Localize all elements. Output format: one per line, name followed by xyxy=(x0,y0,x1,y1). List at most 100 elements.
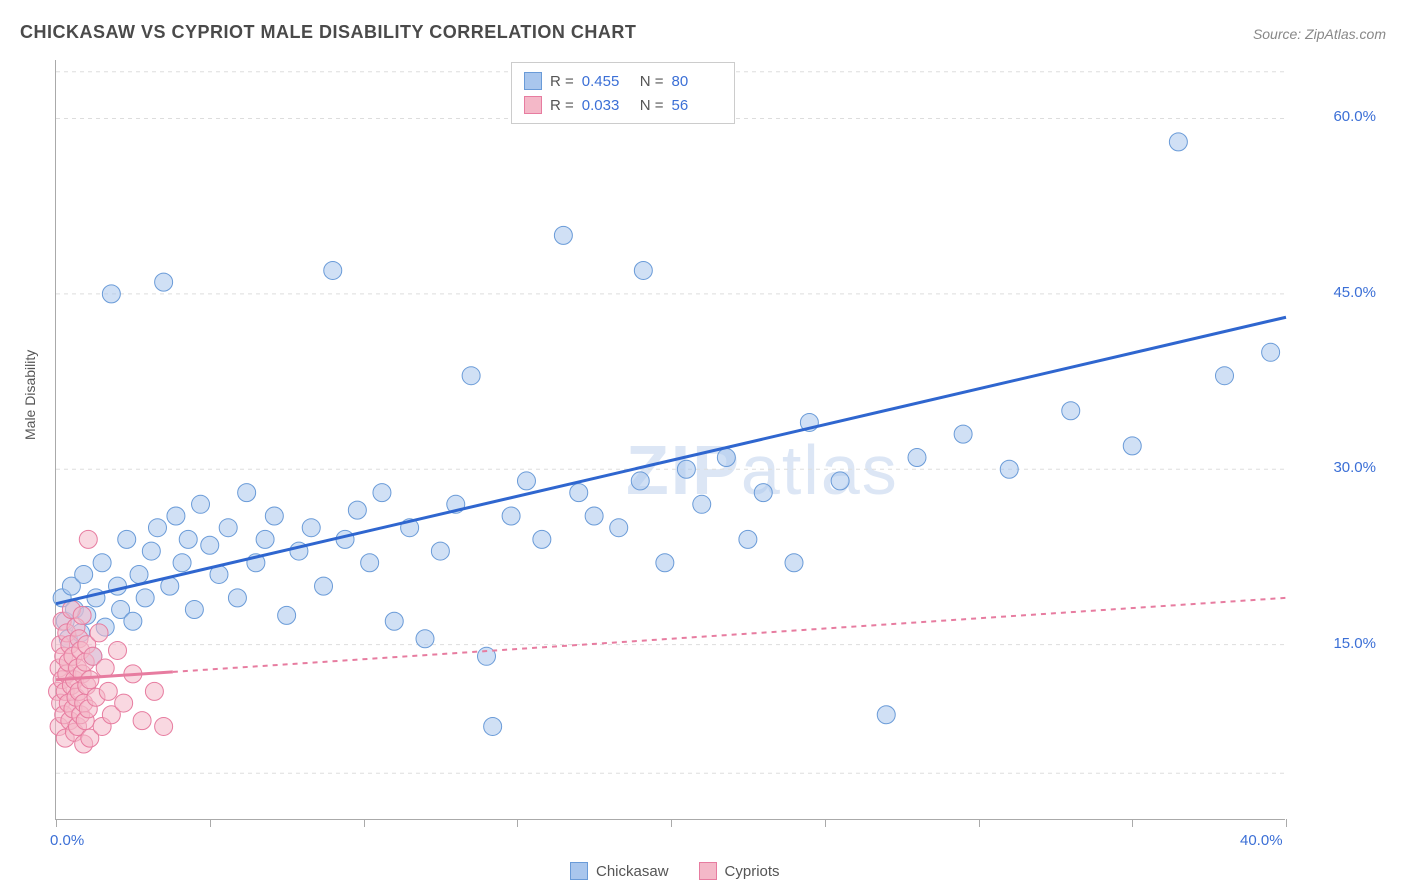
scatter-point xyxy=(81,671,99,689)
scatter-point xyxy=(831,472,849,490)
scatter-point xyxy=(173,554,191,572)
scatter-point xyxy=(130,565,148,583)
x-tick xyxy=(517,819,518,827)
scatter-point xyxy=(109,577,127,595)
scatter-point xyxy=(877,706,895,724)
y-axis-label: Male Disability xyxy=(22,350,38,440)
scatter-point xyxy=(570,484,588,502)
scatter-point xyxy=(348,501,366,519)
scatter-point xyxy=(136,589,154,607)
scatter-point xyxy=(201,536,219,554)
chart-title: CHICKASAW VS CYPRIOT MALE DISABILITY COR… xyxy=(20,22,636,43)
plot-svg xyxy=(56,60,1286,820)
scatter-point xyxy=(1062,402,1080,420)
scatter-point xyxy=(1216,367,1234,385)
source-attribution: Source: ZipAtlas.com xyxy=(1253,26,1386,42)
scatter-point xyxy=(656,554,674,572)
legend-row: R =0.033N =56 xyxy=(524,93,722,117)
scatter-point xyxy=(502,507,520,525)
scatter-point xyxy=(373,484,391,502)
scatter-point xyxy=(517,472,535,490)
scatter-point xyxy=(99,682,117,700)
legend-swatch xyxy=(524,96,542,114)
legend-r-label: R = xyxy=(550,73,574,90)
scatter-point xyxy=(462,367,480,385)
scatter-point xyxy=(585,507,603,525)
scatter-point xyxy=(155,717,173,735)
y-tick-label: 60.0% xyxy=(1333,108,1376,125)
legend-n-value: 80 xyxy=(672,73,722,90)
scatter-point xyxy=(634,261,652,279)
scatter-point xyxy=(677,460,695,478)
legend-r-value: 0.455 xyxy=(582,73,632,90)
y-tick-label: 45.0% xyxy=(1333,284,1376,301)
scatter-point xyxy=(431,542,449,560)
scatter-point xyxy=(133,712,151,730)
y-tick-label: 30.0% xyxy=(1333,459,1376,476)
correlation-legend: R =0.455N =80R =0.033N =56 xyxy=(511,62,735,124)
scatter-point xyxy=(954,425,972,443)
scatter-point xyxy=(124,612,142,630)
scatter-point xyxy=(1262,343,1280,361)
scatter-point xyxy=(155,273,173,291)
series-legend: Chickasaw Cypriots xyxy=(570,862,780,880)
legend-item: Cypriots xyxy=(699,862,780,880)
legend-item: Chickasaw xyxy=(570,862,669,880)
x-tick xyxy=(210,819,211,827)
legend-swatch xyxy=(524,72,542,90)
legend-label: Chickasaw xyxy=(596,863,669,880)
scatter-point xyxy=(717,449,735,467)
scatter-point xyxy=(416,630,434,648)
scatter-point xyxy=(142,542,160,560)
x-tick-label: 0.0% xyxy=(50,832,84,849)
scatter-point xyxy=(336,530,354,548)
scatter-point xyxy=(228,589,246,607)
scatter-point xyxy=(73,606,91,624)
legend-n-label: N = xyxy=(640,97,664,114)
scatter-point xyxy=(96,659,114,677)
legend-r-label: R = xyxy=(550,97,574,114)
legend-swatch xyxy=(699,862,717,880)
scatter-point xyxy=(219,519,237,537)
scatter-point xyxy=(192,495,210,513)
scatter-point xyxy=(79,530,97,548)
x-tick-label: 40.0% xyxy=(1240,832,1283,849)
scatter-point xyxy=(1169,133,1187,151)
scatter-point xyxy=(324,261,342,279)
scatter-point xyxy=(361,554,379,572)
scatter-point xyxy=(278,606,296,624)
scatter-point xyxy=(179,530,197,548)
scatter-point xyxy=(739,530,757,548)
scatter-point xyxy=(693,495,711,513)
scatter-point xyxy=(109,641,127,659)
x-tick xyxy=(979,819,980,827)
scatter-point xyxy=(533,530,551,548)
scatter-point xyxy=(118,530,136,548)
scatter-point xyxy=(385,612,403,630)
scatter-point xyxy=(90,624,108,642)
legend-swatch xyxy=(570,862,588,880)
x-tick xyxy=(671,819,672,827)
scatter-point xyxy=(785,554,803,572)
scatter-point xyxy=(315,577,333,595)
scatter-point xyxy=(167,507,185,525)
x-tick xyxy=(364,819,365,827)
y-tick-label: 15.0% xyxy=(1333,635,1376,652)
scatter-point xyxy=(115,694,133,712)
scatter-point xyxy=(610,519,628,537)
scatter-point xyxy=(93,554,111,572)
scatter-point xyxy=(185,601,203,619)
scatter-point xyxy=(265,507,283,525)
legend-n-value: 56 xyxy=(672,97,722,114)
scatter-chart: ZIPatlas R =0.455N =80R =0.033N =56 xyxy=(55,60,1285,820)
scatter-point xyxy=(754,484,772,502)
scatter-point xyxy=(1123,437,1141,455)
scatter-point xyxy=(302,519,320,537)
scatter-point xyxy=(1000,460,1018,478)
x-tick xyxy=(1132,819,1133,827)
scatter-point xyxy=(908,449,926,467)
legend-row: R =0.455N =80 xyxy=(524,69,722,93)
x-tick xyxy=(56,819,57,827)
x-tick xyxy=(825,819,826,827)
scatter-point xyxy=(238,484,256,502)
